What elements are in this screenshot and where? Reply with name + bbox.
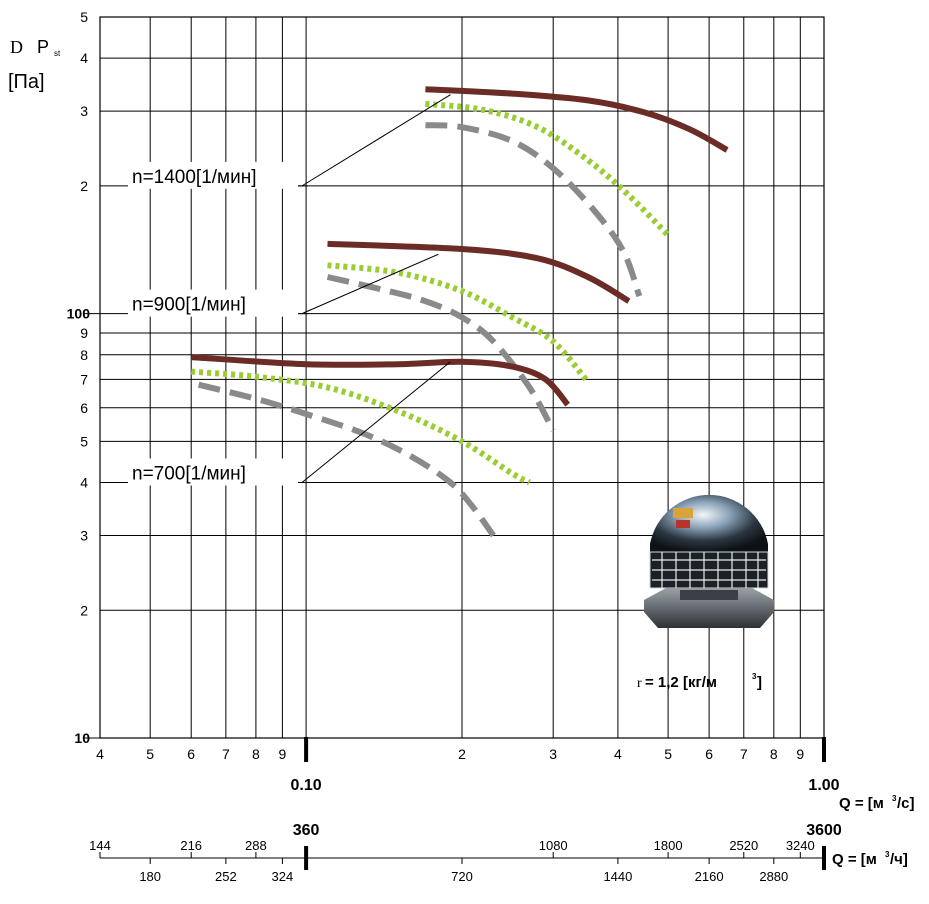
series-line-solid: [425, 86, 729, 153]
mh-tick-label-upper: 1800: [654, 838, 683, 853]
x-tick-labels: 4 5 6 7 8 9 2 3 4 5 6 7 8 9 0.10 1.00 360 3600 144 216 288 10…: [89, 746, 842, 884]
y-tick-label: 10: [74, 730, 90, 746]
series-lines: [190, 86, 729, 538]
x-axis-label-mh-sup: 3: [885, 850, 890, 859]
x-tick-label: 2: [458, 746, 466, 762]
y-tick-label: 3: [80, 103, 88, 119]
speed-label-leader: [301, 253, 439, 315]
y-tick-label: 6: [80, 400, 88, 416]
x-tick-label: 8: [252, 746, 260, 762]
mh-tick-label-lower: 2880: [759, 869, 788, 884]
series-line-dotted: [425, 100, 671, 238]
x-tick-label: 5: [664, 746, 672, 762]
x-tick-label: 5: [146, 746, 154, 762]
y-tick-label: 9: [80, 325, 88, 341]
y-tick-label: 4: [80, 50, 88, 66]
mh-tick-label-lower: 2160: [695, 869, 724, 884]
speed-label-leader: [301, 94, 451, 187]
mh-tick-label-lower: 324: [272, 869, 294, 884]
x-major-label-mh: 3600: [806, 822, 842, 839]
y-tick-label: 2: [80, 178, 88, 194]
mh-tick-label-upper: 1080: [539, 838, 568, 853]
y-tick-label: 5: [80, 433, 88, 449]
x-major-label-ms: 1.00: [808, 777, 839, 794]
density-text: = 1,2 [кг/м: [645, 674, 717, 691]
y-tick-labels: 10 2 3 4 5 6 7 8 9 100 2 3 4 5: [67, 9, 91, 746]
y-tick-label: 5: [80, 9, 88, 25]
speed-label-leaders: [128, 94, 451, 484]
y-tick-label: 100: [67, 306, 91, 322]
x-tick-label: 9: [278, 746, 286, 762]
roof-fan-illustration: [644, 494, 774, 628]
x-tick-label: 4: [96, 746, 104, 762]
mh-tick-label-lower: 720: [451, 869, 473, 884]
x-tick-label: 7: [222, 746, 230, 762]
y-axis-label-sub: st: [54, 49, 61, 58]
series-line-dashed: [326, 274, 556, 433]
x-major-label-mh: 360: [293, 822, 320, 839]
x-tick-label: 3: [549, 746, 557, 762]
speed-label: n=1400[1/мин]: [132, 167, 257, 188]
y-tick-label: 2: [80, 602, 88, 618]
series-line-solid: [327, 240, 631, 304]
speed-label: n=900[1/мин]: [132, 295, 246, 316]
speed-label-box: [128, 458, 298, 486]
mh-tick-label-upper: 2520: [729, 838, 758, 853]
speed-label-leader: [301, 361, 451, 483]
x-tick-label: 4: [614, 746, 622, 762]
x-tick-label: 7: [740, 746, 748, 762]
density-close: ]: [757, 674, 762, 691]
mh-tick-label-upper: 144: [89, 838, 111, 853]
speed-label-box: [128, 289, 298, 317]
series-line-dashed: [425, 122, 643, 298]
x-major-label-ms: 0.10: [291, 777, 322, 794]
series-line-dotted: [327, 262, 591, 384]
x-axis-label-ms: Q = [м: [839, 795, 884, 812]
x-tick-label: 8: [770, 746, 778, 762]
y-tick-label: 8: [80, 347, 88, 363]
speed-label: n=700[1/мин]: [132, 464, 246, 485]
speed-label-box: [128, 161, 298, 189]
mh-tick-label-upper: 216: [180, 838, 202, 853]
x-axis-label-ms-sup: 3: [892, 794, 897, 803]
x-axis-label-mh-end: /ч]: [890, 851, 908, 868]
x-tick-label: 6: [705, 746, 713, 762]
y-tick-label: 3: [80, 528, 88, 544]
mh-tick-label-lower: 252: [215, 869, 237, 884]
series-line-solid: [191, 354, 571, 407]
x-axis-label-mh: Q = [м: [832, 851, 877, 868]
x-axis-label-ms-end: /с]: [897, 795, 915, 812]
y-tick-label: 4: [80, 475, 88, 491]
mh-tick-label-lower: 1440: [603, 869, 632, 884]
y-axis-label-symbol: D: [10, 37, 23, 57]
y-axis-label-unit: [Па]: [8, 71, 45, 93]
x-tick-label: 9: [796, 746, 804, 762]
grid: [84, 16, 826, 870]
mh-tick-label-lower: 180: [139, 869, 161, 884]
density-symbol: r: [637, 676, 642, 691]
series-line-dashed: [197, 381, 496, 538]
x-tick-label: 6: [187, 746, 195, 762]
y-tick-label: 7: [80, 371, 88, 387]
speed-labels: n=1400[1/мин] n=900[1/мин] n=700[1/мин]: [128, 161, 298, 486]
mh-tick-label-upper: 3240: [786, 838, 815, 853]
mh-tick-label-upper: 288: [245, 838, 267, 853]
y-axis-label-p: P: [37, 37, 49, 57]
series-line-dotted: [190, 368, 531, 486]
density-sup: 3: [752, 672, 757, 681]
